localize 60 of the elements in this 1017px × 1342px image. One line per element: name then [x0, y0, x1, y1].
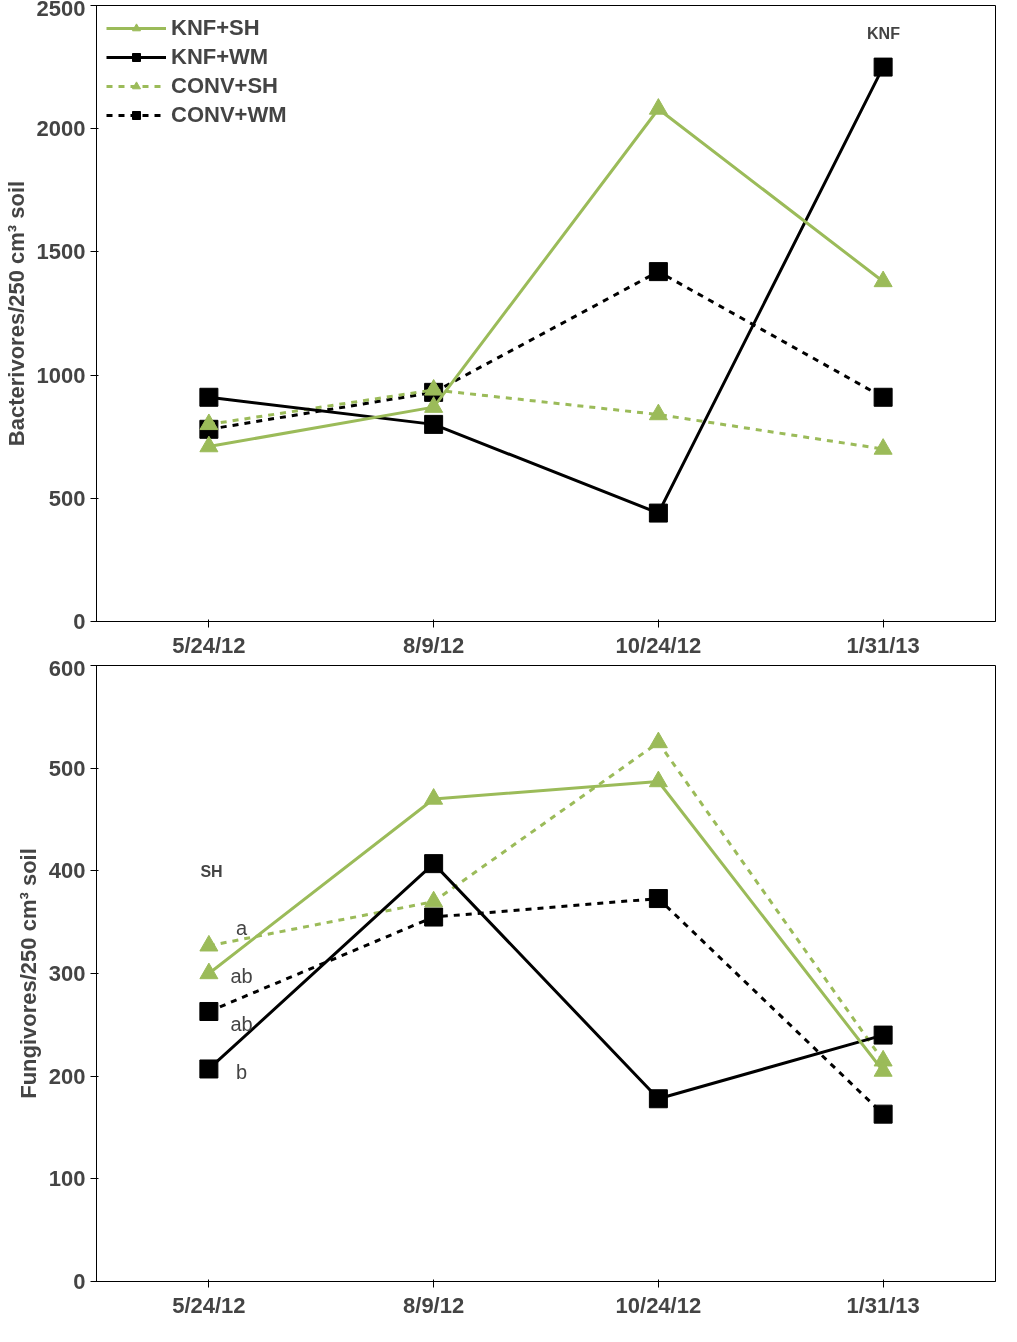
x-tick-label: 5/24/12 [172, 632, 246, 658]
point [648, 98, 668, 115]
legend-label: KNF+WM [171, 44, 269, 70]
annotation: KNF [867, 25, 901, 42]
y-tick-label: 1000 [36, 362, 86, 388]
point [873, 1025, 893, 1045]
point [648, 731, 668, 749]
y-tick-label: 2000 [36, 116, 86, 142]
point [424, 788, 444, 805]
y-tick-label: 1500 [36, 239, 86, 265]
point [199, 413, 219, 431]
point [199, 387, 219, 407]
point [199, 435, 219, 453]
legend-label: CONV+SH [171, 73, 278, 99]
legend-label: CONV+WM [171, 102, 287, 128]
y-tick-label: 0 [73, 609, 86, 634]
point [424, 378, 444, 396]
point [199, 1059, 219, 1079]
x-tick-label: 8/9/12 [403, 632, 465, 658]
x-tick-label: 10/24/12 [615, 632, 702, 658]
annotation: b [235, 1060, 248, 1083]
x-tick-label: 5/24/12 [172, 1292, 246, 1318]
point [424, 396, 444, 413]
y-tick-label: 200 [48, 1063, 86, 1089]
x-tick-label: 1/31/13 [846, 632, 920, 658]
annotation: ab [230, 1012, 253, 1035]
point [648, 1089, 668, 1109]
y-tick-label: 2500 [36, 0, 86, 21]
point [648, 770, 668, 788]
point [424, 414, 444, 434]
y-tick-label: 500 [48, 485, 86, 511]
point [873, 387, 893, 407]
point [873, 270, 893, 288]
y-axis-title: Fungivores/250 cm³ soil [15, 848, 41, 1099]
point [873, 57, 893, 77]
y-tick-label: 300 [48, 961, 86, 986]
x-tick-label: 1/31/13 [846, 1292, 920, 1318]
point [199, 962, 219, 980]
point [199, 934, 219, 952]
y-tick-label: 0 [73, 1269, 86, 1294]
x-tick-label: 8/9/12 [403, 1292, 465, 1318]
y-tick-label: 100 [48, 1166, 86, 1192]
x-tick-label: 10/24/12 [615, 1292, 702, 1318]
y-tick-label: 500 [48, 755, 86, 781]
point [424, 907, 444, 927]
y-axis-title: Bacterivores/250 cm³ soil [3, 180, 29, 447]
point [648, 503, 668, 523]
point [424, 890, 444, 908]
point [648, 262, 668, 282]
legend-label: KNF+SH [171, 15, 260, 41]
point [648, 889, 668, 909]
annotation: SH [200, 863, 223, 880]
point [873, 1104, 893, 1124]
point [873, 438, 893, 455]
point [648, 403, 668, 421]
annotation: a [235, 916, 248, 939]
annotation: ab [230, 964, 253, 987]
point [199, 1001, 219, 1021]
y-tick-label: 600 [48, 655, 86, 681]
y-tick-label: 400 [48, 858, 86, 884]
